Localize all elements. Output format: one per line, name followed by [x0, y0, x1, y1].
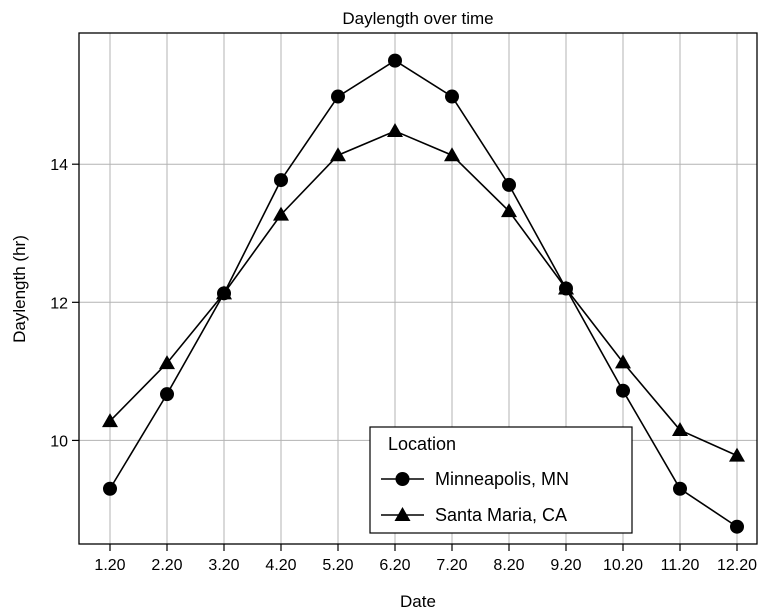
data-point	[615, 354, 631, 369]
data-point	[387, 123, 403, 138]
data-point	[502, 177, 516, 192]
x-tick-label: 12.20	[717, 557, 757, 574]
legend-title: Location	[388, 434, 456, 454]
data-point	[445, 89, 459, 104]
data-point	[331, 89, 345, 104]
x-tick-label: 3.20	[208, 557, 239, 574]
data-point	[616, 383, 630, 398]
legend: Location Minneapolis, MN Santa Maria, CA	[369, 426, 633, 534]
x-tick-label: 8.20	[493, 557, 524, 574]
x-axis-title: Date	[400, 592, 436, 611]
data-point	[274, 173, 288, 188]
series-line	[109, 130, 738, 457]
y-axis-title: Daylength (hr)	[10, 235, 29, 343]
x-tick-label: 11.20	[661, 557, 700, 574]
x-tick-label: 6.20	[379, 557, 410, 574]
legend-marker	[394, 507, 411, 521]
series-2	[102, 123, 745, 462]
data-point	[103, 481, 117, 496]
legend-label: Santa Maria, CA	[435, 505, 567, 525]
data-point	[729, 447, 745, 462]
legend-entry: Minneapolis, MN	[381, 469, 569, 489]
x-axis: 1.20 2.20 3.20 4.20 5.20 6.20 7.20 8.20 9.20 10.2…	[94, 544, 757, 574]
legend-entry: Santa Maria, CA	[381, 505, 567, 525]
chart-title: Daylength over time	[342, 9, 493, 28]
y-tick-label: 10	[50, 433, 68, 450]
legend-marker	[395, 472, 410, 486]
x-tick-label: 7.20	[436, 557, 467, 574]
data-point	[501, 203, 517, 218]
plot-frame	[78, 32, 758, 545]
data-point	[388, 53, 402, 68]
data-point	[730, 519, 744, 534]
y-tick-label: 12	[50, 295, 68, 312]
data-point	[330, 147, 346, 162]
series-layer	[102, 53, 745, 534]
x-tick-label: 10.20	[603, 557, 643, 574]
y-axis: 10 12 14	[50, 157, 79, 450]
data-point	[216, 285, 232, 300]
data-point	[558, 280, 574, 295]
legend-entries: Minneapolis, MN Santa Maria, CA	[381, 469, 569, 525]
x-tick-label: 2.20	[151, 557, 182, 574]
data-point	[444, 147, 460, 162]
data-point	[672, 422, 688, 437]
data-point	[102, 413, 118, 428]
x-tick-label: 9.20	[550, 557, 581, 574]
y-tick-label: 14	[50, 157, 68, 174]
x-tick-label: 4.20	[265, 557, 296, 574]
data-point	[160, 387, 174, 402]
data-point	[273, 206, 289, 221]
series-line	[109, 59, 738, 528]
x-tick-label: 1.20	[94, 557, 125, 574]
x-tick-label: 5.20	[322, 557, 353, 574]
legend-label: Minneapolis, MN	[435, 469, 569, 489]
data-point	[673, 481, 687, 496]
data-point	[159, 355, 175, 370]
